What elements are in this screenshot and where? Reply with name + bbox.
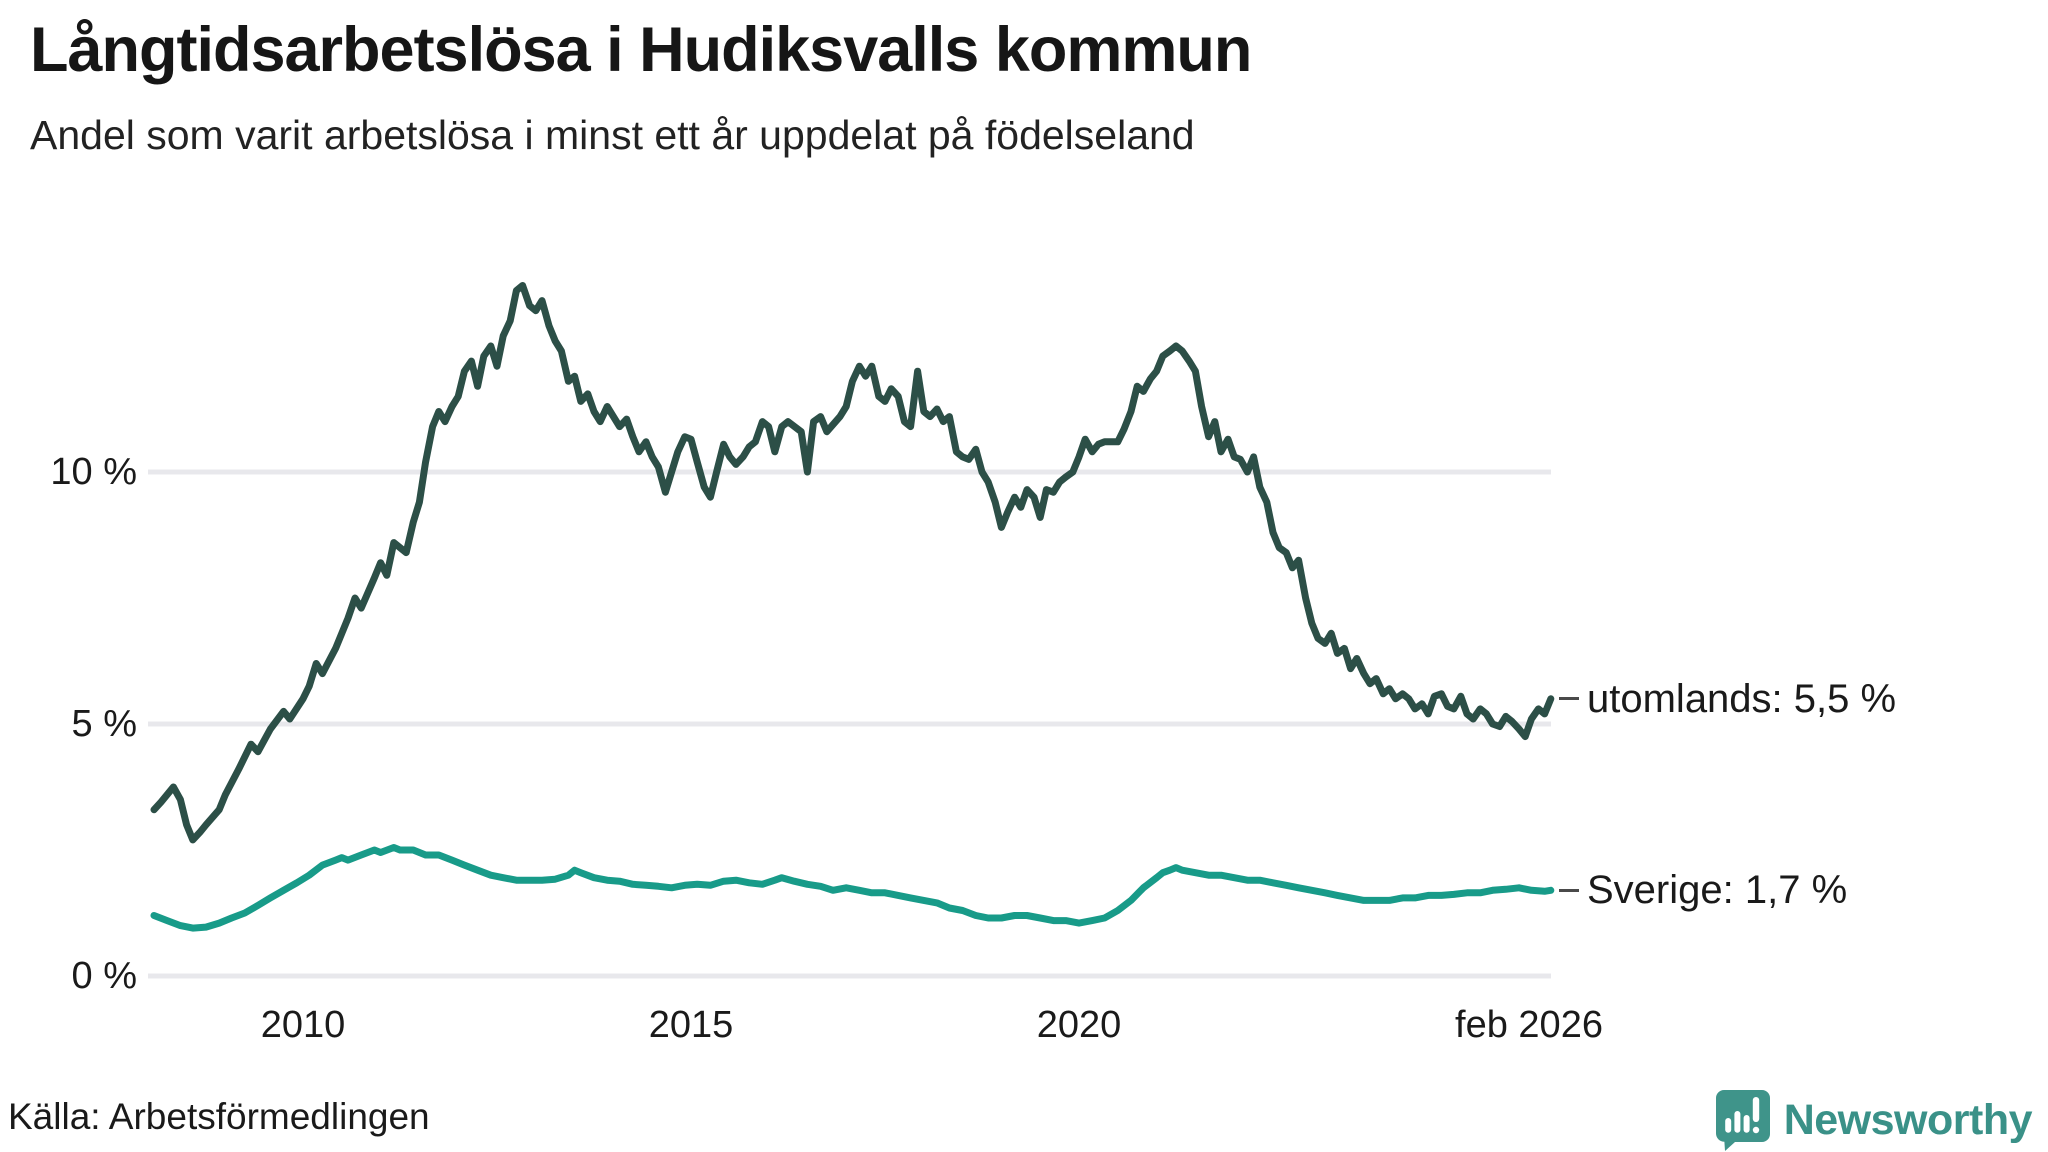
label-connector-dash: [1559, 888, 1579, 892]
label-connector-dash: [1559, 697, 1579, 701]
series-label-sverige: Sverige: 1,7 %: [1559, 864, 1847, 916]
series-line-utomlands: [150, 282, 1555, 844]
x-tick-label: 2010: [260, 1004, 346, 1046]
x-tick-label: 2015: [648, 1004, 734, 1046]
series-line-sverige: [150, 844, 1555, 932]
y-tick-label: 10 %: [50, 451, 137, 493]
x-tick-label: feb 2026: [1455, 1004, 1603, 1046]
newsworthy-logo: Newsworthy: [1714, 1088, 2033, 1152]
source-note: Källa: Arbetsförmedlingen: [8, 1096, 430, 1137]
x-tick-label: 2020: [1036, 1004, 1122, 1046]
series-label-text: Sverige: 1,7 %: [1587, 868, 1848, 913]
newsworthy-bubble-icon: [1715, 1090, 1770, 1151]
series-label-utomlands: utomlands: 5,5 %: [1559, 673, 1896, 725]
page-subtitle: Andel som varit arbetslösa i minst ett å…: [30, 112, 1195, 158]
newsworthy-wordmark: Newsworthy: [1783, 1095, 2033, 1144]
y-tick-label: 0 %: [71, 955, 137, 997]
series-label-text: utomlands: 5,5 %: [1587, 676, 1897, 721]
page-title: Långtidsarbetslösa i Hudiksvalls kommun: [30, 15, 1252, 85]
y-tick-label: 5 %: [71, 703, 137, 745]
